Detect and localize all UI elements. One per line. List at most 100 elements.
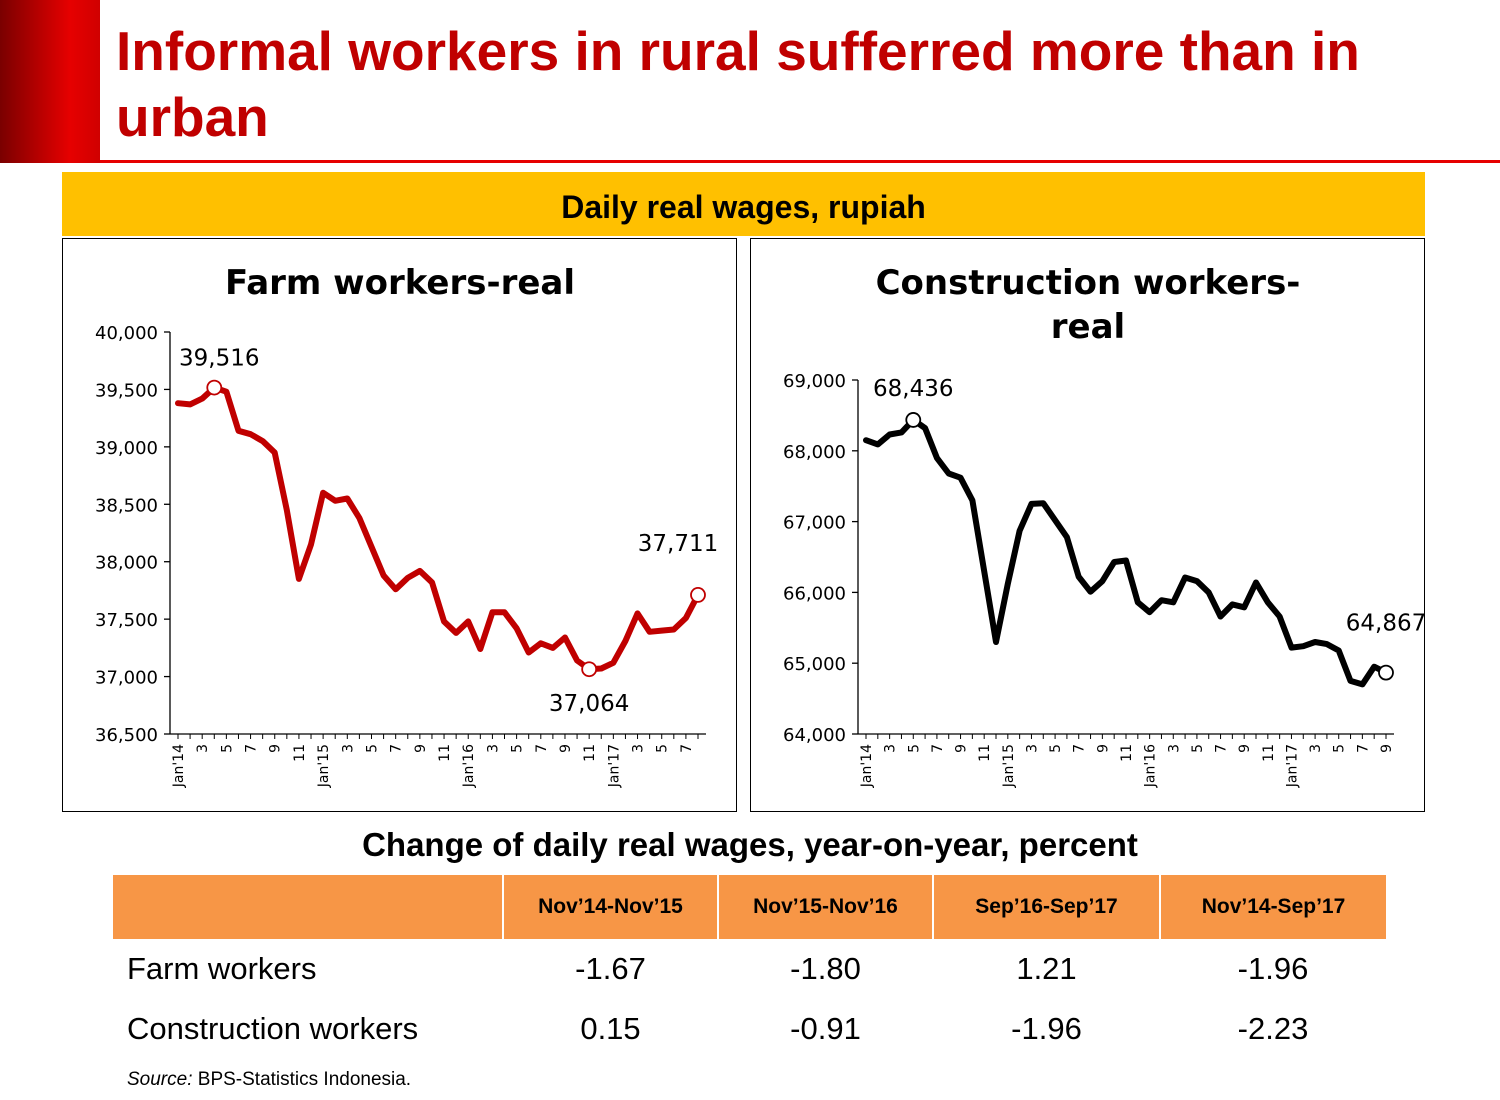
table-title: Change of daily real wages, year-on-year…	[362, 826, 1138, 863]
x-tick-label: 9	[558, 744, 574, 753]
x-tick-label: 5	[1048, 744, 1064, 753]
table-cell: -0.91	[790, 1011, 861, 1046]
x-tick-label: 9	[1379, 744, 1395, 753]
x-tick-label: Jan'15	[1001, 744, 1017, 788]
x-tick-label: 3	[1308, 744, 1324, 753]
construction-workers-chart: Construction workers-real 64,000 65,000 66,…	[783, 263, 1426, 788]
chart-title: real	[1051, 307, 1125, 347]
x-tick-label: 5	[1332, 744, 1348, 753]
x-tick-label: 5	[219, 744, 235, 753]
table-header-cell: Sep’16-Sep’17	[932, 875, 1160, 939]
x-tick-label: Jan'14	[171, 744, 187, 788]
highlight-point	[1378, 664, 1394, 681]
x-tick-label: 3	[485, 744, 501, 753]
x-tick-label: 3	[340, 744, 356, 753]
x-tick-label: Jan'16	[461, 744, 477, 788]
x-tick-label: Jan'15	[316, 744, 332, 788]
x-tick-label: 11	[1119, 744, 1135, 762]
chart-title: Construction workers-	[876, 263, 1301, 303]
chart-title: Farm workers-real	[225, 263, 575, 303]
x-tick-label: Jan'17	[1284, 744, 1300, 788]
x-tick-label: 7	[930, 744, 946, 753]
table-row: Farm workers -1.67 -1.80 1.21 -1.96	[113, 939, 1386, 999]
chart-banner: Daily real wages, rupiah	[62, 172, 1425, 236]
x-tick-label: 7	[679, 744, 695, 753]
x-tick-label: 7	[534, 744, 550, 753]
page-title: Informal workers in rural sufferred more…	[116, 20, 1360, 148]
title-divider	[100, 160, 1500, 163]
x-tick-label: 3	[1166, 744, 1182, 753]
x-tick-label: 5	[510, 744, 526, 753]
highlight-point	[581, 661, 598, 678]
table-header-row: Nov’14-Nov’15 Nov’15-Nov’16 Sep’16-Sep’1…	[113, 875, 1386, 939]
wage-change-table: Nov’14-Nov’15 Nov’15-Nov’16 Sep’16-Sep’1…	[113, 875, 1386, 1059]
x-tick-label: 7	[1072, 744, 1088, 753]
data-label: 68,436	[873, 376, 953, 402]
y-tick-label: 39,500	[95, 380, 158, 401]
x-tick-label: 3	[883, 744, 899, 753]
row-label: Construction workers	[127, 1011, 419, 1046]
table-row: Construction workers 0.15 -0.91 -1.96 -2…	[113, 999, 1386, 1059]
x-tick-label: 5	[655, 744, 671, 753]
x-tick-label: 11	[292, 744, 308, 762]
x-tick-label: 3	[1024, 744, 1040, 753]
y-tick-label: 65,000	[783, 654, 846, 675]
farm-workers-chart: Farm workers-real 36,500 37,000 37,500 38,00…	[95, 263, 718, 788]
table-cell: -1.80	[790, 951, 861, 986]
x-tick-label: 3	[195, 744, 211, 753]
x-tick-label: 9	[954, 744, 970, 753]
table-cell: -1.96	[1011, 1011, 1082, 1046]
title-accent-bar	[0, 0, 100, 163]
y-tick-label: 38,500	[95, 495, 158, 516]
x-tick-label: 11	[1261, 744, 1277, 762]
y-tick-label: 68,000	[783, 442, 846, 463]
table-cell: -1.96	[1237, 951, 1309, 986]
x-tick-label: 9	[268, 744, 284, 753]
table-header-cell: Nov’15-Nov’16	[717, 875, 933, 939]
x-tick-label: Jan'17	[606, 744, 622, 788]
y-tick-label: 67,000	[783, 513, 846, 534]
x-tick-label: Jan'14	[859, 744, 875, 788]
y-tick-label: 69,000	[783, 371, 846, 392]
table-cell: 0.15	[580, 1011, 641, 1046]
row-label: Farm workers	[127, 951, 317, 986]
x-tick-label: 9	[1237, 744, 1253, 753]
y-tick-label: 39,000	[95, 438, 158, 459]
highlight-point	[905, 412, 922, 428]
y-tick-label: 37,500	[95, 610, 158, 631]
source-note: Source: BPS-Statistics Indonesia.	[127, 1069, 411, 1091]
table-header-cell: Nov’14-Nov’15	[502, 875, 718, 939]
x-tick-label: 11	[582, 744, 598, 762]
x-tick-label: 9	[413, 744, 429, 753]
source-text: BPS-Statistics Indonesia.	[197, 1069, 412, 1090]
source-prefix: Source:	[127, 1069, 193, 1090]
y-tick-label: 64,000	[783, 725, 846, 746]
x-tick-label: 3	[631, 744, 647, 753]
x-tick-label: 9	[1095, 744, 1111, 753]
data-label: 64,867	[1346, 611, 1426, 637]
table-header-cell: Nov’14-Sep’17	[1159, 875, 1386, 939]
table-header-cell	[113, 875, 503, 939]
series-line	[175, 384, 701, 673]
table-cell: -1.67	[575, 951, 646, 986]
y-tick-label: 36,500	[95, 725, 158, 746]
x-tick-label: 5	[1190, 744, 1206, 753]
y-tick-label: 40,000	[95, 323, 158, 344]
construction-chart-panel: Construction workers-real 64,000 65,000 66,…	[750, 238, 1426, 812]
y-tick-label: 66,000	[783, 583, 846, 604]
y-tick-label: 37,000	[95, 668, 158, 689]
x-tick-label: 5	[906, 744, 922, 753]
x-tick-label: 7	[1214, 744, 1230, 753]
table-cell: -2.23	[1237, 1011, 1309, 1046]
x-tick-label: 11	[977, 744, 993, 762]
x-tick-label: 7	[1355, 744, 1371, 753]
series-line	[863, 416, 1389, 688]
highlight-point	[690, 587, 706, 603]
x-tick-label: 11	[437, 744, 453, 762]
x-tick-label: 7	[244, 744, 260, 753]
y-tick-label: 38,000	[95, 553, 158, 574]
table-cell: 1.21	[1016, 951, 1077, 986]
highlight-point	[206, 379, 223, 396]
x-tick-label: Jan'16	[1143, 744, 1159, 788]
data-label: 37,064	[549, 691, 629, 717]
